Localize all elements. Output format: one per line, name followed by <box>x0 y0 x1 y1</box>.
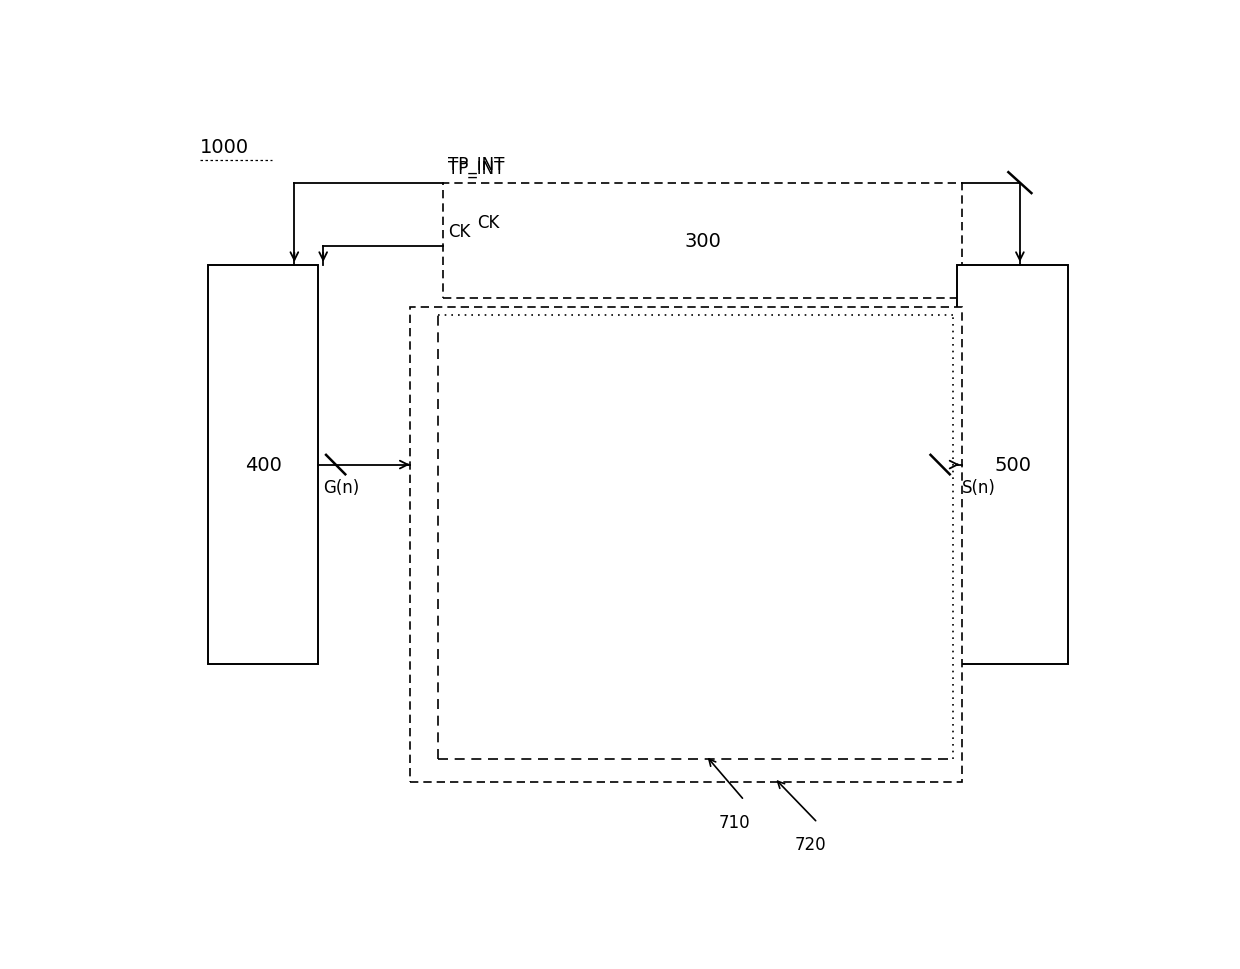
Text: 720: 720 <box>795 835 827 854</box>
Text: 300: 300 <box>684 232 722 251</box>
Text: 1000: 1000 <box>200 139 249 157</box>
Bar <box>957 266 1068 665</box>
Text: CK: CK <box>477 214 500 232</box>
Bar <box>409 308 962 782</box>
Text: TP_INT: TP_INT <box>448 160 505 177</box>
Text: G(n): G(n) <box>324 479 360 496</box>
Bar <box>208 266 319 665</box>
Bar <box>444 183 962 299</box>
Text: 500: 500 <box>994 455 1032 475</box>
Text: TP_INT: TP_INT <box>448 156 505 173</box>
Text: 710: 710 <box>719 813 750 831</box>
Text: CK: CK <box>448 223 470 241</box>
Text: 400: 400 <box>244 455 281 475</box>
Text: S(n): S(n) <box>962 479 996 496</box>
